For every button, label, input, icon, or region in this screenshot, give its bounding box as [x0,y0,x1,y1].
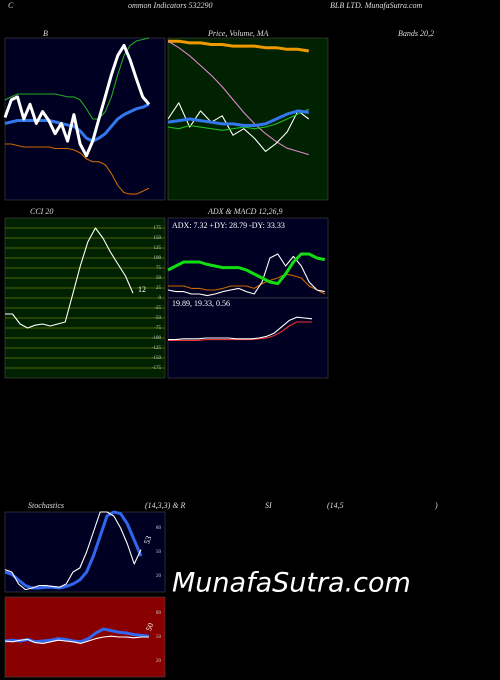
watermark: MunafaSutra.com [172,568,411,599]
series-line [167,40,309,156]
panel-label: ) [434,501,438,510]
header-right: BLB LTD. MunafaSutra.com [330,1,423,10]
y-tick-label: 150 [154,236,162,241]
panel-label: CCI 20 [30,207,53,216]
panel-label: B [43,29,48,38]
series-line [4,37,150,120]
annotation: 12 [138,285,146,294]
y-tick-label: -25 [154,306,161,311]
annotation: 53 [142,535,153,546]
series-line [167,253,325,297]
panel-label: (14,3,3) & R [145,501,186,510]
y-tick-label: 50 [156,550,162,555]
panel-label: Price, Volume, MA [207,29,269,38]
series-line [167,108,310,131]
panel-label: Bands 20,2 [398,29,434,38]
y-tick-label: 175 [154,226,162,231]
y-tick-label: -125 [152,346,162,351]
y-tick-label: -75 [154,326,161,331]
series-line [3,43,151,158]
series-line [167,252,326,286]
panel-label: Stochastics [28,501,64,510]
header-left: C [8,1,14,10]
series-line [167,109,310,127]
series-line [4,511,142,591]
panel-label: (14,5 [327,501,344,510]
y-tick-label: 50 [156,635,162,640]
series-line [168,273,326,295]
panel-label: ADX & MACD 12,26,9 [207,207,282,216]
series-line [5,227,134,329]
y-tick-label: -150 [152,356,162,361]
annotation: 50 [144,622,155,633]
series-line [168,321,312,341]
series-line [167,102,310,152]
panel-label: SI [265,501,272,510]
annotation: ADX: 7.32 +DY: 28.79 -DY: 33.33 [172,221,285,230]
y-tick-label: 100 [154,256,162,261]
y-tick-label: 0 [159,296,162,301]
series-line [168,39,310,53]
panel [4,511,166,593]
panel [167,297,329,379]
series-line [168,316,313,341]
y-tick-label: 125 [154,246,162,251]
y-tick-label: -100 [152,336,162,341]
y-tick-label: 20 [156,659,162,664]
y-tick-label: 75 [156,266,162,271]
y-tick-label: -50 [154,316,161,321]
series-line [4,510,143,590]
y-tick-label: 50 [156,276,162,281]
y-tick-label: -175 [152,366,162,371]
panel [167,217,329,299]
y-tick-label: 20 [156,574,162,579]
header-title: ommon Indicators 532290 [128,1,212,10]
y-tick-label: 25 [156,286,162,291]
y-tick-label: 80 [156,526,162,531]
y-tick-label: 80 [156,611,162,616]
series-line [5,143,150,195]
series-line [4,635,149,644]
annotation: 19.89, 19.33, 0.56 [172,299,230,308]
